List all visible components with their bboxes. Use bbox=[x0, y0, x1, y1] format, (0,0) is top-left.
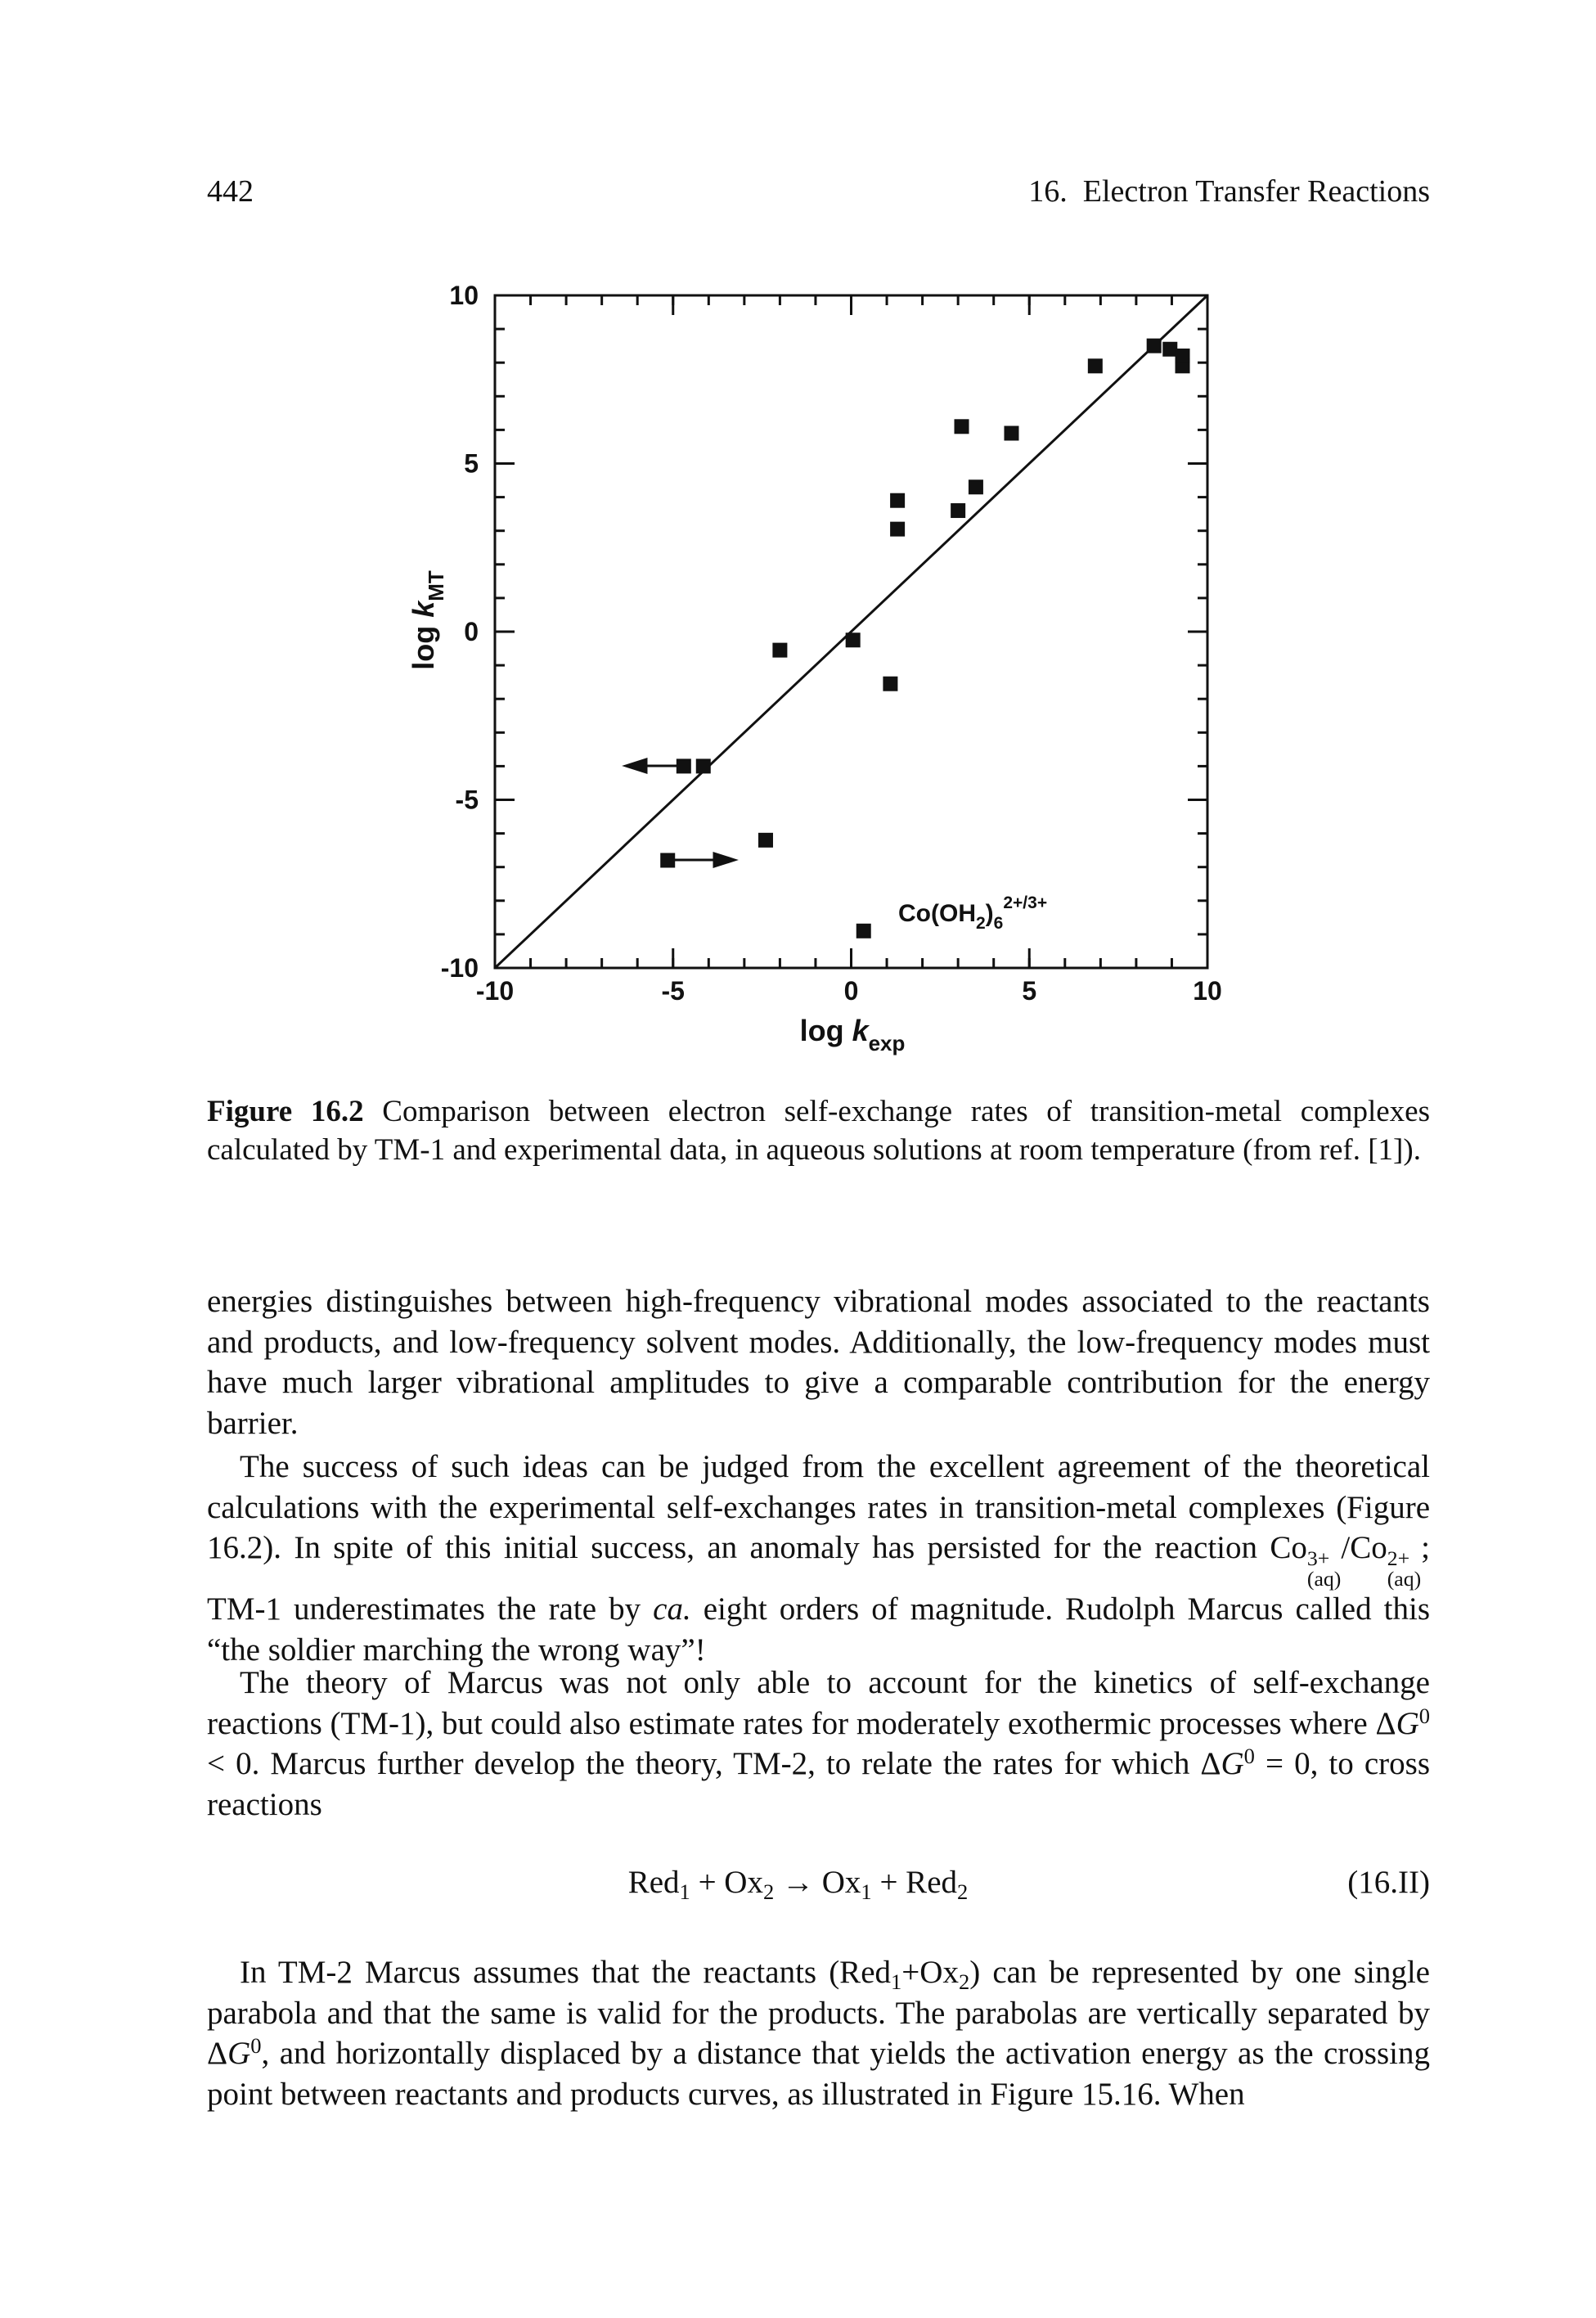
arrow-head bbox=[713, 851, 739, 869]
text-run: ; TM-1 underestimates the rate by bbox=[207, 1530, 1430, 1627]
annotation-text: ) bbox=[986, 900, 994, 927]
text-run: G bbox=[227, 2036, 251, 2072]
x-tick-label: 5 bbox=[1022, 976, 1036, 1006]
label-subscript: MT bbox=[424, 570, 448, 601]
text-run: eight orders of magnitude. Rudolph Marcu… bbox=[207, 1591, 1430, 1668]
text-run: Red bbox=[627, 1865, 680, 1900]
equation-number: (16.II) bbox=[1347, 1865, 1430, 1900]
point bbox=[890, 521, 906, 537]
subscript: 1 bbox=[891, 1969, 902, 1994]
y-tick-label: -10 bbox=[441, 953, 479, 983]
point bbox=[660, 853, 676, 868]
text-run: The success of such ideas can be judged … bbox=[207, 1449, 1430, 1566]
x-tick-label: 10 bbox=[1193, 976, 1222, 1006]
equation: Red1 + Ox2 → Ox1 + Red2 bbox=[0, 1864, 1596, 1904]
arrows bbox=[622, 757, 739, 869]
annotation-text: Co(OH bbox=[898, 900, 976, 927]
x-axis-label: log kexp bbox=[800, 1014, 906, 1055]
text-run: /Co bbox=[1341, 1530, 1387, 1566]
identity-line bbox=[493, 294, 1209, 970]
subscript: (aq) bbox=[1306, 1566, 1342, 1591]
point bbox=[968, 479, 983, 495]
superscript: 0 bbox=[1418, 1703, 1430, 1728]
point bbox=[1162, 341, 1178, 357]
annotation-sub: 6 bbox=[994, 914, 1004, 933]
y-tick-label: 5 bbox=[464, 449, 479, 479]
annotation-sup: 2+/3+ bbox=[1003, 893, 1047, 912]
point bbox=[845, 632, 861, 648]
subscript: (aq) bbox=[1387, 1566, 1422, 1591]
point bbox=[1004, 425, 1019, 441]
subscript: 2 bbox=[762, 1879, 775, 1904]
superscript: 3+ bbox=[1306, 1546, 1330, 1571]
superscript: 0 bbox=[250, 2032, 262, 2058]
point bbox=[883, 676, 898, 691]
paragraph: The success of such ideas can be judged … bbox=[207, 1447, 1430, 1670]
point bbox=[772, 642, 788, 658]
subscript: 2 bbox=[957, 1879, 969, 1904]
subscript: 2 bbox=[958, 1969, 970, 1994]
text-run: ) can be represented by one single parab… bbox=[207, 1955, 1430, 2072]
point bbox=[951, 503, 966, 519]
label-text: log bbox=[407, 618, 440, 670]
label-text: log bbox=[800, 1014, 852, 1047]
y-tick-label: -5 bbox=[456, 785, 479, 815]
label-italic: k bbox=[852, 1014, 870, 1047]
y-tick-label: 0 bbox=[464, 617, 479, 646]
point bbox=[1175, 348, 1190, 363]
paragraph: In TM-2 Marcus assumes that the reactant… bbox=[207, 1952, 1430, 2114]
y-axis-label: log kMT bbox=[407, 570, 448, 670]
text-run: The theory of Marcus was not only able t… bbox=[207, 1665, 1430, 1741]
point bbox=[695, 758, 711, 774]
point bbox=[676, 758, 691, 774]
text-run: + Red bbox=[871, 1865, 958, 1900]
text-run: = 0, to cross reactions bbox=[207, 1746, 1430, 1822]
point bbox=[856, 923, 871, 938]
x-tick-label: 0 bbox=[844, 976, 859, 1006]
point bbox=[954, 419, 969, 434]
caption-text: Comparison between electron self-exchang… bbox=[207, 1095, 1430, 1167]
text-run: ca. bbox=[653, 1591, 691, 1627]
arrow-head bbox=[622, 757, 648, 775]
script-pair: 3+ (aq) bbox=[1306, 1546, 1342, 1591]
text-run: < 0. Marcus further develop the theory, … bbox=[207, 1746, 1221, 1782]
y-tick-label: 10 bbox=[449, 281, 479, 310]
paragraph: The theory of Marcus was not only able t… bbox=[207, 1663, 1430, 1825]
text-run: , and horizontally displaced by a distan… bbox=[207, 2036, 1430, 2112]
page-number: 442 bbox=[207, 174, 254, 209]
text-run: G bbox=[1221, 1746, 1244, 1782]
caption-label: Figure 16.2 bbox=[207, 1095, 364, 1128]
superscript: 2+ bbox=[1387, 1546, 1410, 1571]
text-run: → Ox bbox=[774, 1865, 861, 1900]
script-pair: 2+ (aq) bbox=[1387, 1546, 1422, 1591]
point bbox=[758, 832, 773, 848]
text-run: +Ox bbox=[901, 1955, 959, 1990]
figure-caption: Figure 16.2 Comparison between electron … bbox=[207, 1092, 1430, 1169]
point bbox=[1146, 338, 1162, 353]
annotation-sub: 2 bbox=[976, 914, 986, 933]
text-run: energies distinguishes between high-freq… bbox=[207, 1284, 1430, 1441]
label-subscript: exp bbox=[869, 1031, 906, 1055]
text-run: In TM-2 Marcus assumes that the reactant… bbox=[240, 1955, 892, 1990]
x-tick-label: -5 bbox=[662, 976, 685, 1006]
superscript: 0 bbox=[1243, 1743, 1255, 1768]
text-run: G bbox=[1396, 1705, 1419, 1741]
annotation: Co(OH2)6 2+/3+ bbox=[898, 893, 1047, 933]
subscript: 1 bbox=[861, 1879, 872, 1904]
subscript: 1 bbox=[679, 1879, 690, 1904]
label-italic: k bbox=[407, 600, 440, 618]
x-tick-label: -10 bbox=[476, 976, 514, 1006]
paragraph: energies distinguishes between high-freq… bbox=[207, 1281, 1430, 1443]
point bbox=[1087, 358, 1103, 374]
point bbox=[890, 493, 906, 508]
text-run: + Ox bbox=[690, 1865, 763, 1900]
running-title: 16. Electron Transfer Reactions bbox=[1028, 174, 1430, 209]
